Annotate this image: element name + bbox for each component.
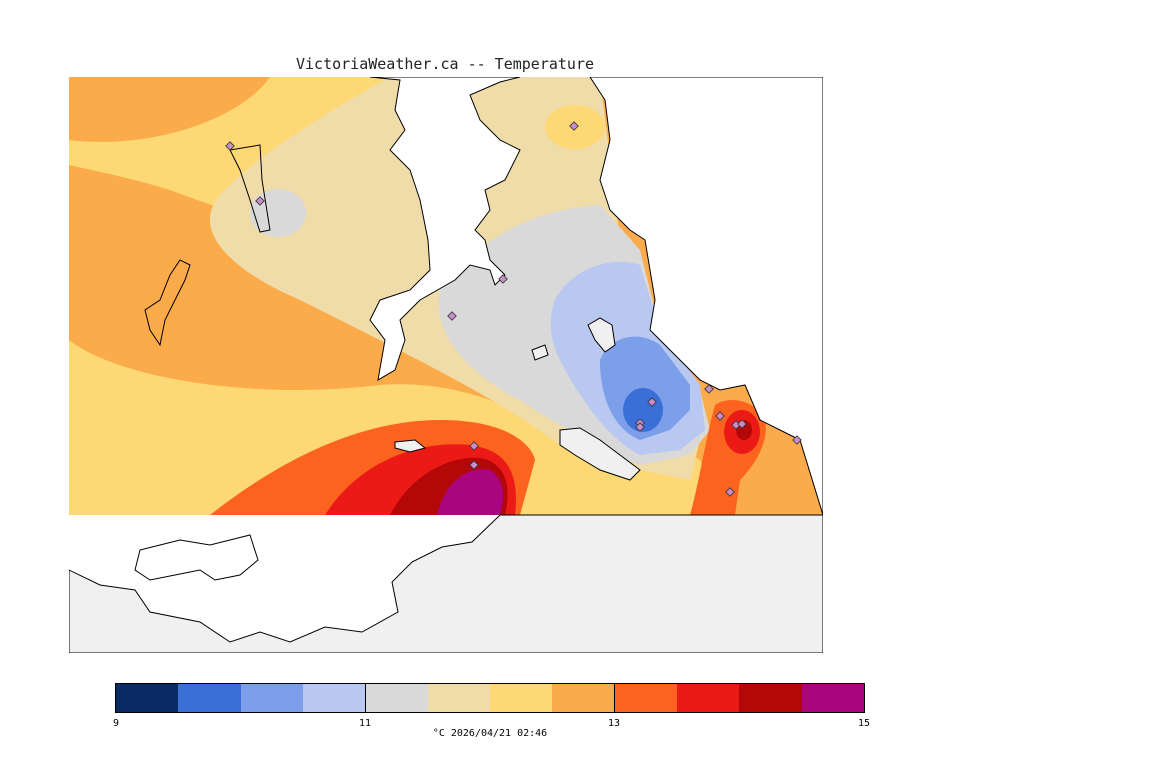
station-marker[interactable] [647,397,657,407]
colorbar-swatch [240,684,303,712]
colorbar-label-11: 11 [358,718,372,729]
station-marker[interactable] [255,196,265,206]
station-marker[interactable] [715,411,725,421]
station-marker[interactable] [447,311,457,321]
colorbar-swatch [302,684,366,712]
colorbar-swatch [614,684,677,712]
station-marker[interactable] [635,422,645,432]
colorbar-swatch [552,684,615,712]
map-title: VictoriaWeather.ca -- Temperature [295,55,594,73]
station-marker[interactable] [469,460,479,470]
station-marker[interactable] [731,420,741,430]
colorbar-swatch [116,684,179,712]
station-marker[interactable] [469,441,479,451]
colorbar-swatch [739,684,802,712]
station-marker[interactable] [792,435,802,445]
station-marker[interactable] [569,121,579,131]
colorbar-tick [614,683,615,713]
colorbar-swatch [178,684,241,712]
station-marker[interactable] [225,141,235,151]
colorbar-caption: °C 2026/04/21 02:46 [0,728,980,739]
colorbar-label-13: 13 [607,718,621,729]
colorbar-swatch [801,684,864,712]
station-marker[interactable] [737,419,747,429]
timestamp-label: 2026/04/21 02:46 [450,728,548,739]
temperature-colorbar [115,683,865,713]
colorbar-swatch [365,684,428,712]
colorbar-label-max: 15 [857,718,871,729]
colorbar-swatch [489,684,553,712]
weather-stations[interactable] [225,121,802,497]
unit-label: °C [432,728,445,739]
station-marker[interactable] [725,487,735,497]
station-marker[interactable] [498,274,508,284]
colorbar-swatch [427,684,490,712]
colorbar-swatch [676,684,740,712]
south-land [69,514,823,653]
station-marker[interactable] [704,384,714,394]
colorbar-label-min: 9 [112,718,120,729]
colorbar-tick [365,683,366,713]
islands [144,144,641,481]
